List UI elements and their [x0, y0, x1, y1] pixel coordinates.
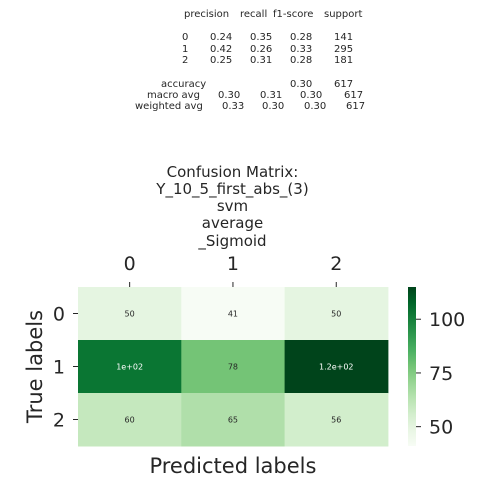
heatmap-cell	[78, 287, 182, 341]
report-accuracy-f1: 0.30	[290, 79, 313, 90]
heatmap-cell	[181, 340, 286, 394]
heatmap-cell	[284, 393, 389, 447]
y-tick-label: 2	[53, 410, 65, 432]
heatmap-cell	[78, 393, 182, 447]
report-header-f1: f1-score	[273, 9, 314, 20]
report-row-support: 295	[334, 44, 354, 55]
report-row-recall: 0.26	[250, 44, 273, 55]
report-macro-f1: 0.30	[300, 90, 323, 101]
report-row-support: 141	[334, 32, 354, 43]
heatmap-cell	[284, 340, 389, 394]
report-row-label: 1	[182, 44, 189, 55]
x-tick-label: 0	[124, 253, 136, 275]
report-row-f1: 0.28	[290, 55, 313, 66]
colorbar-tick-label: 75	[429, 363, 453, 385]
report-row-recall: 0.31	[250, 55, 273, 66]
classification-report: precision recall f1-score support 0 0.24…	[0, 0, 500, 120]
colorbar	[408, 287, 416, 446]
report-weighted-support: 617	[346, 101, 366, 112]
heatmap-cell	[78, 340, 182, 394]
x-tick-label: 1	[227, 253, 239, 275]
report-header-recall: recall	[240, 9, 268, 20]
report-row-precision: 0.42	[210, 44, 233, 55]
y-tick-label: 0	[53, 304, 65, 326]
y-axis-label: True labels	[23, 310, 47, 424]
cell-value-label: 50	[331, 310, 341, 319]
report-weighted-precision: 0.33	[222, 101, 245, 112]
heatmap-cell	[284, 287, 389, 341]
heatmap-cell	[181, 393, 286, 447]
report-row-precision: 0.25	[210, 55, 233, 66]
colorbar-tick-label: 50	[429, 417, 453, 439]
report-header-precision: precision	[184, 9, 230, 20]
report-weighted-f1: 0.30	[304, 101, 327, 112]
cell-value-label: 50	[125, 310, 135, 319]
cell-value-label: 1e+02	[116, 363, 143, 372]
report-accuracy-label: accuracy	[161, 79, 207, 90]
cell-value-label: 60	[125, 416, 135, 425]
x-tick-label: 2	[330, 253, 342, 275]
chart-title-line-4: average	[201, 214, 264, 232]
x-axis-label: Predicted labels	[149, 454, 316, 478]
colorbar-tick-label: 100	[429, 309, 465, 331]
heatmap-cell	[181, 287, 286, 341]
cell-value-label: 56	[331, 416, 341, 425]
cell-value-label: 1.2e+02	[319, 363, 354, 372]
chart-title-line-5: _Sigmoid	[198, 232, 267, 250]
cell-value-label: 41	[228, 310, 238, 319]
cell-value-label: 78	[228, 363, 238, 372]
y-tick-label: 1	[53, 357, 65, 379]
chart-title-line-2: Y_10_5_first_abs_(3)	[156, 180, 309, 198]
report-row-recall: 0.35	[250, 32, 273, 43]
report-row-f1: 0.33	[290, 44, 313, 55]
report-accuracy-support: 617	[334, 79, 354, 90]
report-row-support: 181	[334, 55, 354, 66]
report-weighted-recall: 0.30	[262, 101, 285, 112]
report-macro-recall: 0.31	[260, 90, 283, 101]
chart-title-line-1: Confusion Matrix:	[166, 163, 299, 181]
report-macro-precision: 0.30	[218, 90, 241, 101]
report-weighted-label: weighted avg	[135, 101, 203, 112]
cell-value-label: 65	[228, 416, 238, 425]
report-row-label: 0	[182, 32, 189, 43]
report-row-label: 2	[182, 55, 189, 66]
report-header-support: support	[324, 9, 363, 20]
chart-title-line-3: svm	[216, 197, 249, 215]
report-macro-label: macro avg	[147, 90, 200, 101]
report-row-f1: 0.28	[290, 32, 313, 43]
report-row-precision: 0.24	[210, 32, 233, 43]
report-macro-support: 617	[344, 90, 364, 101]
